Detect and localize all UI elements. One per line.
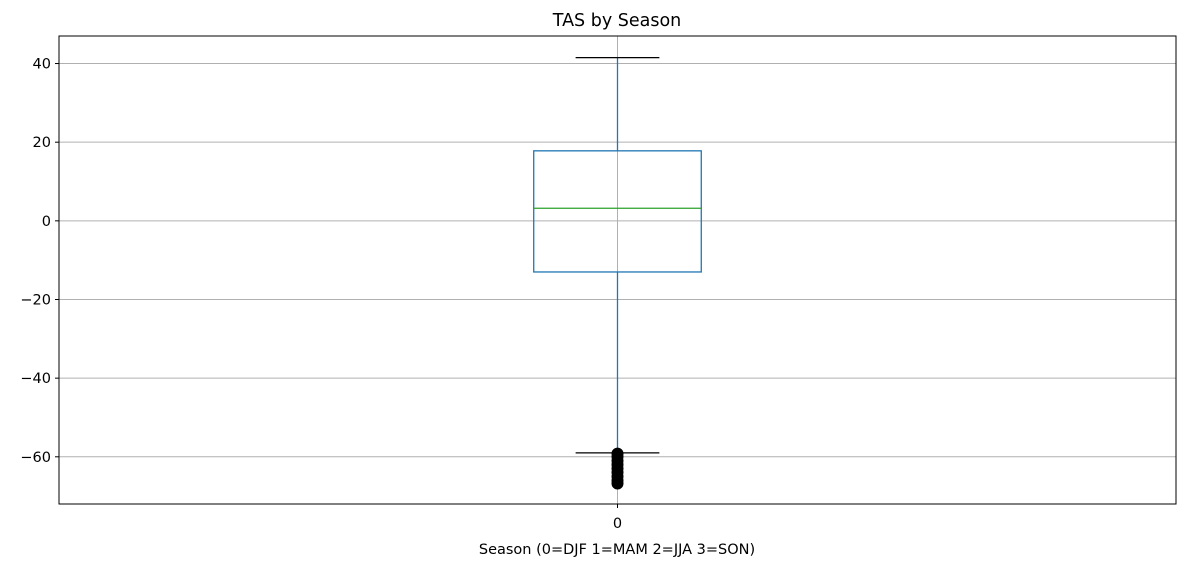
y-tick-label: −60: [20, 450, 51, 466]
x-axis: 0: [613, 504, 622, 532]
x-tick-label: 0: [613, 516, 622, 532]
chart-title: TAS by Season: [552, 11, 682, 31]
x-axis-label: Season (0=DJF 1=MAM 2=JJA 3=SON): [479, 542, 755, 558]
box-iqr: [533, 150, 702, 273]
y-tick-label: −40: [20, 371, 51, 387]
y-tick-label: 20: [33, 135, 51, 151]
box-layer: [533, 56, 702, 490]
y-tick-label: 0: [42, 214, 51, 230]
y-axis: 40 20 0 −20 −40 −60: [20, 57, 59, 466]
y-tick-label: 40: [33, 57, 51, 73]
y-tick-label: −20: [20, 292, 51, 308]
outlier-point: [611, 477, 624, 490]
